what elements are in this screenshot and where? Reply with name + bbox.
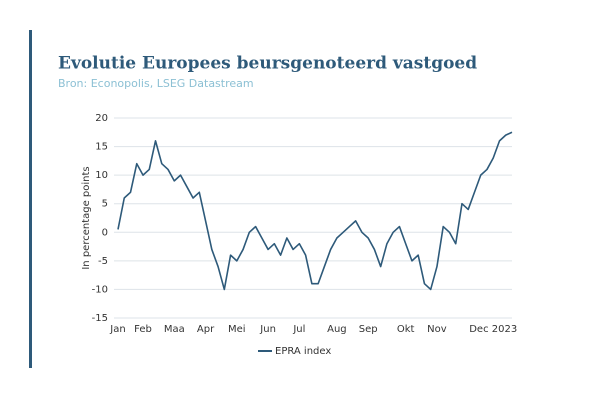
y-tick-label: -5 xyxy=(98,256,108,267)
x-tick-label: Jul xyxy=(292,324,305,335)
x-tick-label: Jun xyxy=(259,324,276,335)
x-tick-label: Sep xyxy=(359,324,378,335)
y-tick-label: 10 xyxy=(95,170,108,181)
x-tick-label: Nov xyxy=(427,324,447,335)
x-tick-label: Apr xyxy=(197,324,215,335)
x-tick-label: Maa xyxy=(164,324,185,335)
chart-title: Evolutie Europees beursgenoteerd vastgoe… xyxy=(58,54,477,74)
y-tick-label: 15 xyxy=(95,142,108,153)
x-tick-label: Aug xyxy=(327,324,347,335)
x-tick-label: Dec 2023 xyxy=(469,324,517,335)
chart-subtitle: Bron: Econopolis, LSEG Datastream xyxy=(58,77,254,90)
x-tick-label: Jan xyxy=(109,324,125,335)
y-tick-label: 5 xyxy=(102,199,108,210)
y-tick-label: -15 xyxy=(92,313,108,324)
x-tick-label: Mei xyxy=(228,324,246,335)
y-axis-label: In percentage points xyxy=(81,166,92,269)
data-line xyxy=(117,131,513,291)
accent-bar xyxy=(29,30,32,368)
y-tick-label: -10 xyxy=(92,284,108,295)
legend-label: EPRA index xyxy=(275,346,331,357)
x-tick-label: Feb xyxy=(134,324,152,335)
y-tick-label: 0 xyxy=(102,227,108,238)
x-tick-label: Okt xyxy=(397,324,415,335)
y-tick-label: 20 xyxy=(95,113,108,124)
